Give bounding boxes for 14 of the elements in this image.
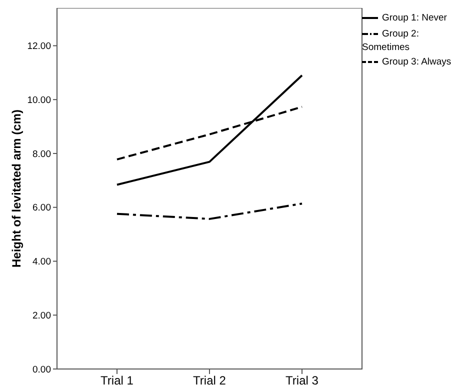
y-tick-label: 12.00 (27, 41, 51, 52)
x-tick-label: Trial 2 (193, 374, 226, 387)
y-axis-title: Height of levitated arm (cm) (9, 109, 24, 268)
y-tick-label: 4.00 (32, 256, 51, 268)
x-tick-label: Trial 1 (100, 374, 134, 387)
y-tick-label: 8.00 (32, 148, 51, 160)
y-tick-label: 6.00 (32, 202, 51, 214)
x-tick-label: Trial 3 (286, 374, 319, 387)
y-tick-label: 0.00 (32, 364, 51, 376)
legend-label: Group 1: Never (382, 12, 447, 24)
y-tick-label: 10.00 (27, 94, 51, 106)
legend-label: Group 3: Always (382, 56, 452, 68)
y-tick-label: 2.00 (32, 310, 51, 322)
legend-label: Group 2: Sometimes (362, 28, 419, 53)
